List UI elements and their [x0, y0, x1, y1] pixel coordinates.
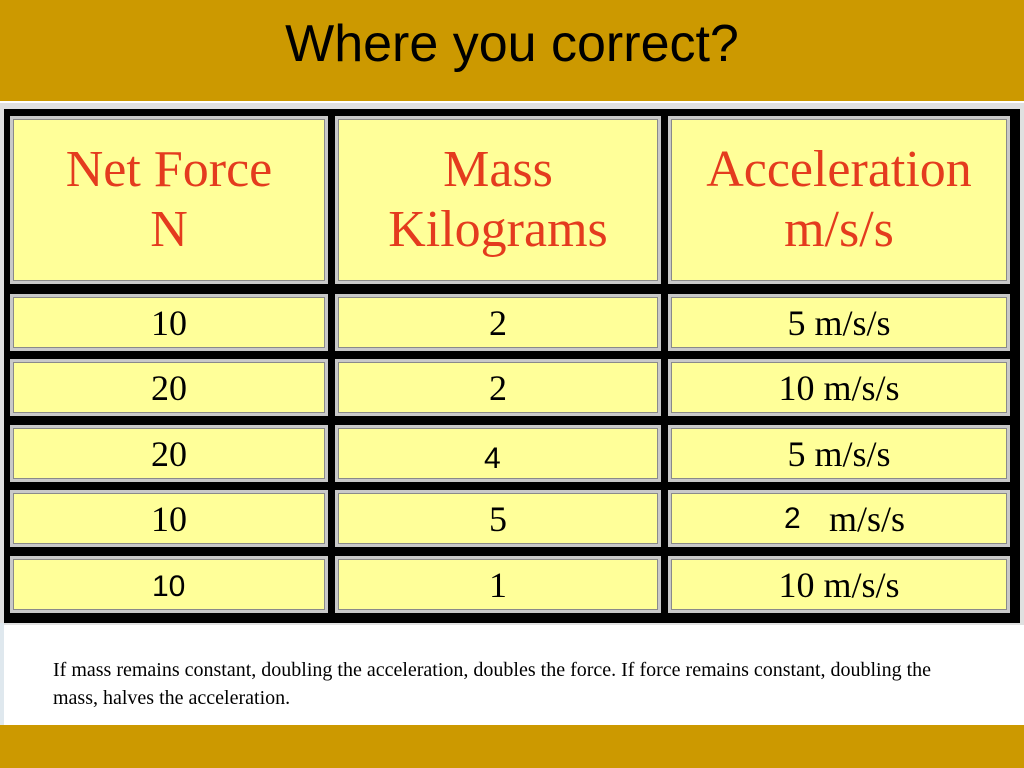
header-net-force-unit: N: [150, 201, 188, 258]
row5-mass: 1: [335, 556, 661, 613]
left-edge-rule: [0, 623, 4, 725]
row3-acceleration: 5 m/s/s: [668, 425, 1010, 482]
force-mass-acceleration-table: Net Force N Mass Kilograms Acceleration …: [4, 109, 1020, 623]
row4-force: 10: [10, 490, 328, 547]
row5-force: [10, 556, 328, 613]
explanation-text: If mass remains constant, doubling the a…: [53, 659, 932, 709]
header-net-force: Net Force N: [10, 116, 328, 284]
row4-acceleration: m/s/s: [668, 490, 1010, 547]
row1-acceleration: 5 m/s/s: [668, 294, 1010, 351]
header-acceleration-unit: m/s/s: [784, 201, 894, 258]
row4-mass: 5: [335, 490, 661, 547]
slide-title: Where you correct?: [285, 15, 739, 73]
answer-row3-mass: 4: [484, 442, 501, 475]
row5-acceleration: 10 m/s/s: [668, 556, 1010, 613]
row1-mass: 2: [335, 294, 661, 351]
header-mass: Mass Kilograms: [335, 116, 661, 284]
header-acceleration-line1: Acceleration: [706, 141, 972, 198]
header-net-force-line1: Net Force: [65, 141, 273, 198]
title-banner: Where you correct?: [0, 0, 1024, 101]
row2-acceleration: 10 m/s/s: [668, 359, 1010, 416]
answer-row4-acceleration: 2: [784, 502, 801, 535]
row3-mass: [335, 425, 661, 482]
header-mass-unit: Kilograms: [388, 201, 608, 258]
row2-force: 20: [10, 359, 328, 416]
row3-force: 20: [10, 425, 328, 482]
row4-acceleration-unit: m/s/s: [828, 498, 906, 539]
table-frame: Net Force N Mass Kilograms Acceleration …: [0, 101, 1024, 625]
answer-row5-force: 10: [152, 570, 186, 603]
row2-mass: 2: [335, 359, 661, 416]
footer-banner: [0, 725, 1024, 768]
header-acceleration: Acceleration m/s/s: [668, 116, 1010, 284]
row1-force: 10: [10, 294, 328, 351]
header-mass-line1: Mass: [443, 141, 553, 198]
